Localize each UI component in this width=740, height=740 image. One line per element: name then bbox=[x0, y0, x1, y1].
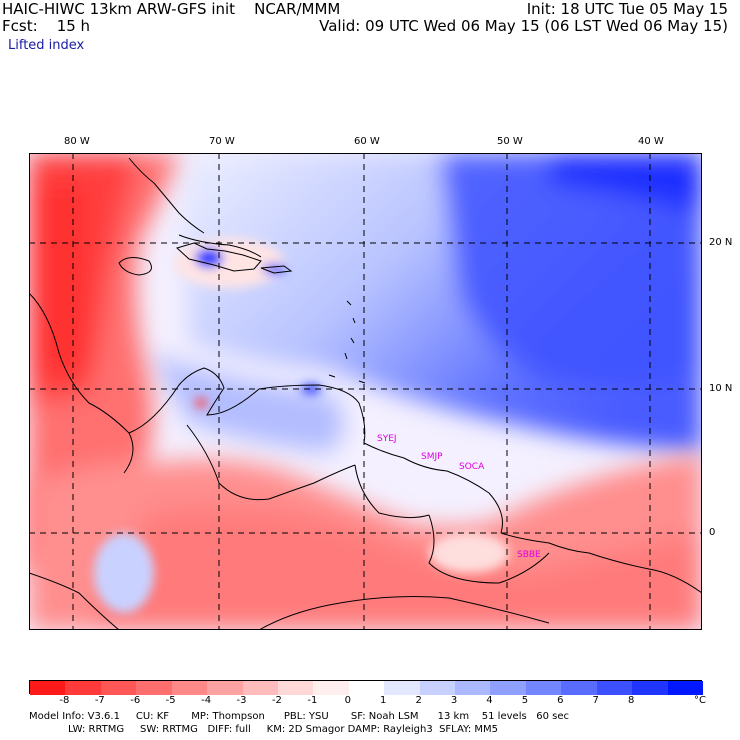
lat-label-eq: 0 bbox=[709, 527, 716, 538]
colorbar-tick-label: -5 bbox=[165, 695, 176, 706]
station-label-sbbe: SBBE bbox=[517, 550, 541, 560]
lon-label-70w: 70 W bbox=[209, 136, 235, 147]
colorbar-tick-label: 3 bbox=[450, 695, 458, 706]
colorbar-swatch bbox=[65, 681, 102, 695]
station-label-smjp: SMJP bbox=[421, 452, 443, 462]
chart-title: HAIC-HIWC 13km ARW-GFS init NCAR/MMM bbox=[2, 0, 341, 18]
colorbar-swatch bbox=[667, 681, 704, 695]
colorbar-swatch bbox=[419, 681, 456, 695]
colorbar-tick-label: -1 bbox=[307, 695, 318, 706]
lifted-index-map: SYEJ SMJP SOCA SBBE bbox=[29, 153, 702, 630]
lon-label-40w: 40 W bbox=[638, 136, 664, 147]
colorbar-tick-label: -7 bbox=[94, 695, 105, 706]
colorbar-tick-label: 0 bbox=[344, 695, 351, 706]
colorbar-tick-label: 7 bbox=[592, 695, 599, 706]
colorbar-swatch bbox=[313, 681, 350, 695]
colorbar-tick-label: 6 bbox=[557, 695, 564, 706]
colorbar-swatch bbox=[348, 681, 385, 695]
colorbar-swatch bbox=[171, 681, 208, 695]
station-label-soca: SOCA bbox=[459, 462, 485, 472]
colorbar-swatch bbox=[30, 681, 66, 695]
colorbar-tick-label: -6 bbox=[130, 695, 141, 706]
colorbar-swatch bbox=[561, 681, 598, 695]
forecast-hour: Fcst: 15 h bbox=[2, 17, 91, 35]
model-info-line2: LW: RRTMG SW: RRTMG DIFF: full KM: 2D Sm… bbox=[68, 724, 498, 735]
colorbar-tick-label: -4 bbox=[201, 695, 212, 706]
lon-label-60w: 60 W bbox=[354, 136, 380, 147]
colorbar-tick-label: 4 bbox=[486, 695, 493, 706]
colorbar-tick-label: -3 bbox=[236, 695, 247, 706]
colorbar-swatch bbox=[384, 681, 421, 695]
colorbar-swatch bbox=[596, 681, 633, 695]
init-time: Init: 18 UTC Tue 05 May 15 bbox=[526, 0, 728, 18]
colorbar-swatch bbox=[490, 681, 527, 695]
lat-label-10n: 10 N bbox=[709, 383, 733, 394]
colorbar-tick-label: -8 bbox=[59, 695, 70, 706]
colorbar-swatch bbox=[136, 681, 173, 695]
colorbar-tick-label: 1 bbox=[380, 695, 387, 706]
colorbar-swatch bbox=[277, 681, 314, 695]
colorbar-tick-label: 2 bbox=[415, 695, 422, 706]
valid-time: Valid: 09 UTC Wed 06 May 15 (06 LST Wed … bbox=[319, 17, 728, 35]
colorbar-swatch bbox=[455, 681, 491, 695]
colorbar-swatch bbox=[207, 681, 243, 695]
colorbar-tick-label: 5 bbox=[521, 695, 529, 706]
field-name: Lifted index bbox=[8, 38, 85, 53]
colorbar-swatch bbox=[100, 681, 137, 695]
station-label-syej: SYEJ bbox=[377, 434, 397, 444]
colorbar-tick-label: 8 bbox=[627, 695, 635, 706]
model-info-line1: Model Info: V3.6.1 CU: KF MP: Thompson P… bbox=[29, 711, 569, 722]
colorbar-swatch bbox=[242, 681, 279, 695]
colorbar bbox=[29, 680, 704, 695]
lat-label-20n: 20 N bbox=[709, 237, 733, 248]
colorbar-unit: °C bbox=[694, 695, 706, 706]
colorbar-tick-label: -2 bbox=[271, 695, 282, 706]
colorbar-swatch bbox=[525, 681, 562, 695]
colorbar-swatch bbox=[632, 681, 669, 695]
lon-label-80w: 80 W bbox=[64, 136, 90, 147]
lon-label-50w: 50 W bbox=[497, 136, 523, 147]
